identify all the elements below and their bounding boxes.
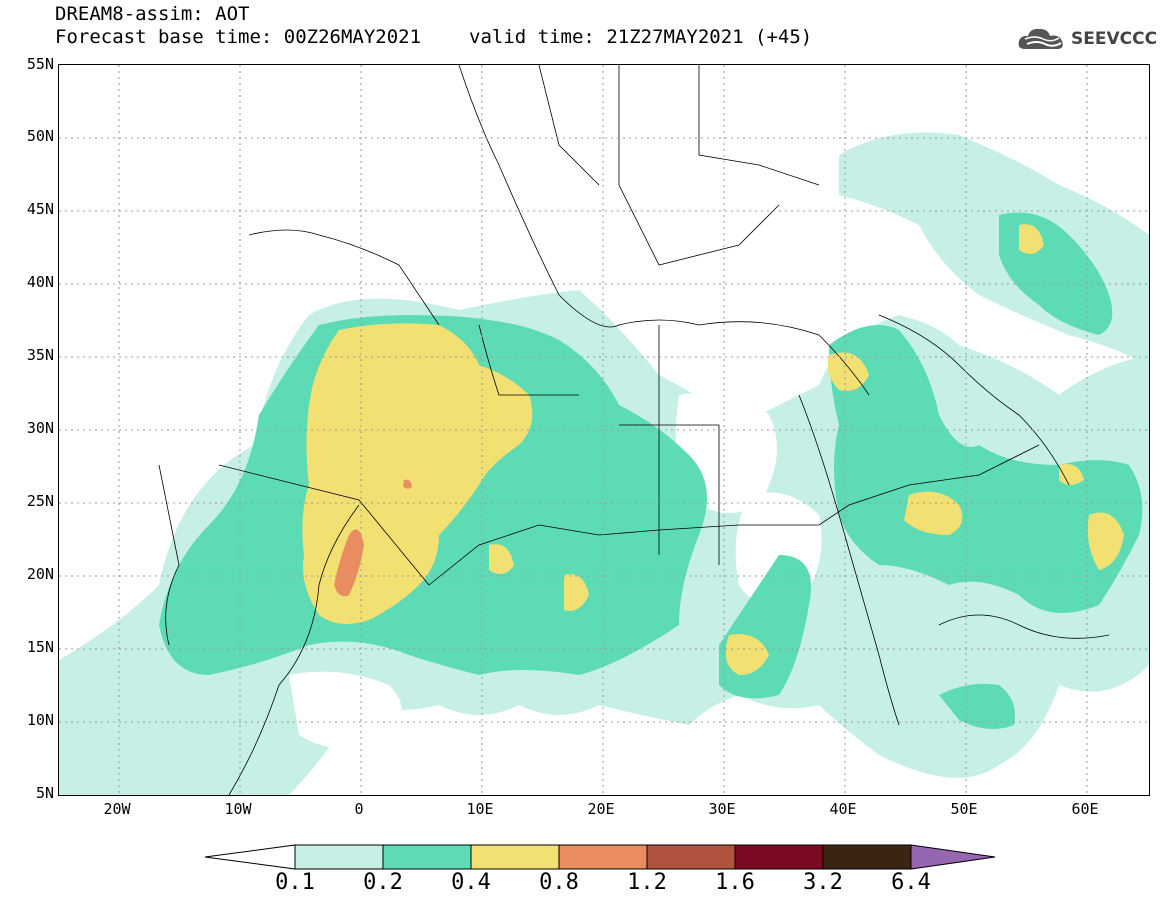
map-canvas [59,65,1149,795]
lat-label: 40N [26,273,54,291]
map-title: DREAM8-assim: AOT [55,3,250,25]
lon-label: 50E [950,800,978,818]
colorbar-label: 0.8 [539,870,579,895]
base-time: Forecast base time: 00Z26MAY2021 [55,26,422,48]
gridlines [59,65,1149,795]
lat-label: 5N [35,784,54,802]
colorbar-bin [822,844,912,870]
lon-label: 0 [354,800,364,818]
colorbar-label: 6.4 [891,870,931,895]
colorbar-label: 0.1 [275,870,315,895]
lat-label: 10N [26,711,54,729]
lat-label: 55N [26,55,54,73]
aot-very-high-fields [334,479,412,597]
colorbar-label: 0.4 [451,870,491,895]
lat-label: 15N [26,638,54,656]
colorbar-label: 1.6 [715,870,755,895]
valid-time: valid time: 21Z27MAY2021 (+45) [469,26,813,48]
lon-label: 20W [103,800,131,818]
borders [158,65,1110,795]
logo-text: SEEVCCC [1071,29,1158,49]
lon-label: 10W [224,800,252,818]
colorbar-bin [294,844,384,870]
colorbar [205,844,996,870]
time-info: Forecast base time: 00Z26MAY2021 valid ti… [55,27,812,47]
lat-label: 50N [26,127,54,145]
colorbar-bin [558,844,648,870]
seevccc-logo: SEEVCCC [1017,24,1157,54]
lat-label: 25N [26,492,54,510]
lon-label: 20E [587,800,615,818]
colorbar-bin [646,844,736,870]
cloud-icon [1018,28,1063,49]
colorbar-bin [382,844,472,870]
lat-label: 30N [26,419,54,437]
colorbar-label: 1.2 [627,870,667,895]
lon-label: 10E [466,800,494,818]
lat-label: 20N [26,565,54,583]
colorbar-under-arrow [205,844,296,870]
colorbar-label: 0.2 [363,870,403,895]
colorbar-bin [470,844,560,870]
lon-label: 30E [708,800,736,818]
colorbar-over-arrow [910,844,996,870]
lat-label: 35N [26,346,54,364]
lon-label: 40E [829,800,857,818]
colorbar-bin [734,844,824,870]
lat-label: 45N [26,200,54,218]
aot-map [58,64,1150,796]
colorbar-label: 3.2 [803,870,843,895]
lon-label: 60E [1071,800,1099,818]
